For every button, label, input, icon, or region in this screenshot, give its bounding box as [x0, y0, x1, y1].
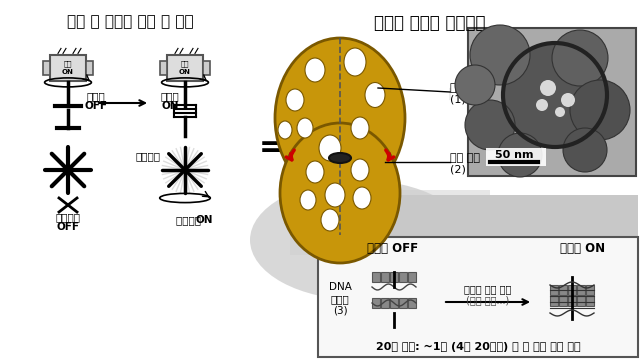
Bar — [468, 28, 636, 176]
Text: 클러치: 클러치 — [161, 91, 179, 101]
Text: (질병 인자...): (질병 인자...) — [467, 295, 509, 305]
Bar — [399, 272, 407, 282]
Text: (1): (1) — [450, 95, 466, 105]
Ellipse shape — [280, 123, 400, 263]
Text: 유전자 생체 신호: 유전자 생체 신호 — [464, 284, 512, 294]
Ellipse shape — [351, 159, 369, 181]
Bar — [559, 285, 567, 295]
Bar — [86, 61, 93, 75]
Bar — [568, 296, 576, 306]
Circle shape — [470, 25, 530, 85]
Bar — [390, 272, 398, 282]
Ellipse shape — [305, 58, 325, 82]
Bar — [381, 298, 389, 308]
Circle shape — [540, 80, 556, 96]
Bar — [559, 296, 567, 306]
Bar — [167, 55, 203, 81]
Bar — [586, 285, 594, 295]
Bar — [399, 298, 407, 308]
Circle shape — [536, 99, 548, 111]
Ellipse shape — [329, 153, 351, 163]
Text: ON: ON — [195, 215, 212, 225]
Ellipse shape — [353, 187, 371, 209]
Text: 극미세 클러치 나노로봇: 극미세 클러치 나노로봇 — [374, 14, 486, 32]
Bar — [568, 285, 576, 295]
Text: DNA
클러치
(3): DNA 클러치 (3) — [328, 283, 351, 316]
Bar — [160, 61, 167, 75]
Text: ON: ON — [62, 69, 74, 75]
Bar — [372, 298, 380, 308]
Text: (2): (2) — [450, 165, 466, 175]
Text: 엔진 및 클러치 구조 및 작동: 엔진 및 클러치 구조 및 작동 — [67, 14, 193, 29]
Text: =: = — [259, 134, 285, 163]
Bar — [372, 272, 380, 282]
FancyBboxPatch shape — [318, 237, 638, 357]
Text: 엔진: 엔진 — [64, 61, 72, 67]
Text: ON: ON — [179, 69, 191, 75]
Ellipse shape — [286, 89, 304, 111]
Ellipse shape — [306, 161, 324, 183]
Bar — [318, 195, 638, 237]
Ellipse shape — [321, 209, 339, 231]
Circle shape — [465, 100, 515, 150]
Text: 동력전달: 동력전달 — [176, 215, 204, 225]
Text: 구형 로터: 구형 로터 — [450, 153, 480, 163]
Text: 엔진: 엔진 — [180, 61, 189, 67]
Bar — [203, 61, 210, 75]
Text: 프로펠러: 프로펠러 — [136, 151, 161, 161]
Text: ON: ON — [161, 101, 179, 111]
Circle shape — [552, 30, 608, 86]
Ellipse shape — [344, 48, 366, 76]
Text: 클러치: 클러치 — [86, 91, 106, 101]
Bar — [381, 272, 389, 282]
Ellipse shape — [319, 135, 341, 161]
Text: 자성 엔진: 자성 엔진 — [450, 83, 480, 93]
Circle shape — [455, 65, 495, 105]
Bar — [550, 285, 558, 295]
Ellipse shape — [300, 190, 316, 210]
Ellipse shape — [351, 117, 369, 139]
Bar — [408, 272, 416, 282]
Text: 동력전달: 동력전달 — [56, 212, 81, 222]
Text: 클러치 OFF: 클러치 OFF — [367, 242, 419, 256]
Text: 클러치 ON: 클러치 ON — [561, 242, 605, 256]
Ellipse shape — [275, 38, 405, 198]
Bar — [50, 55, 86, 81]
Ellipse shape — [250, 180, 470, 300]
Ellipse shape — [365, 83, 385, 107]
Circle shape — [561, 93, 575, 107]
Text: OFF: OFF — [84, 101, 108, 111]
Ellipse shape — [325, 183, 345, 207]
Bar — [290, 190, 490, 255]
Bar — [390, 298, 398, 308]
Bar — [486, 148, 546, 166]
Text: 20개 서열: ~1조 (4의 20제곱) 개 의 인자 감지 가능: 20개 서열: ~1조 (4의 20제곱) 개 의 인자 감지 가능 — [376, 342, 580, 352]
Circle shape — [555, 107, 565, 117]
Bar — [586, 296, 594, 306]
Bar — [550, 296, 558, 306]
Circle shape — [570, 80, 630, 140]
Bar — [577, 296, 585, 306]
Bar — [577, 285, 585, 295]
Ellipse shape — [278, 121, 292, 139]
Bar — [408, 298, 416, 308]
Circle shape — [498, 133, 542, 177]
Ellipse shape — [297, 118, 313, 138]
Bar — [43, 61, 50, 75]
Circle shape — [563, 128, 607, 172]
Text: OFF: OFF — [56, 222, 79, 232]
Circle shape — [503, 43, 607, 147]
Text: 50 nm: 50 nm — [495, 150, 533, 160]
